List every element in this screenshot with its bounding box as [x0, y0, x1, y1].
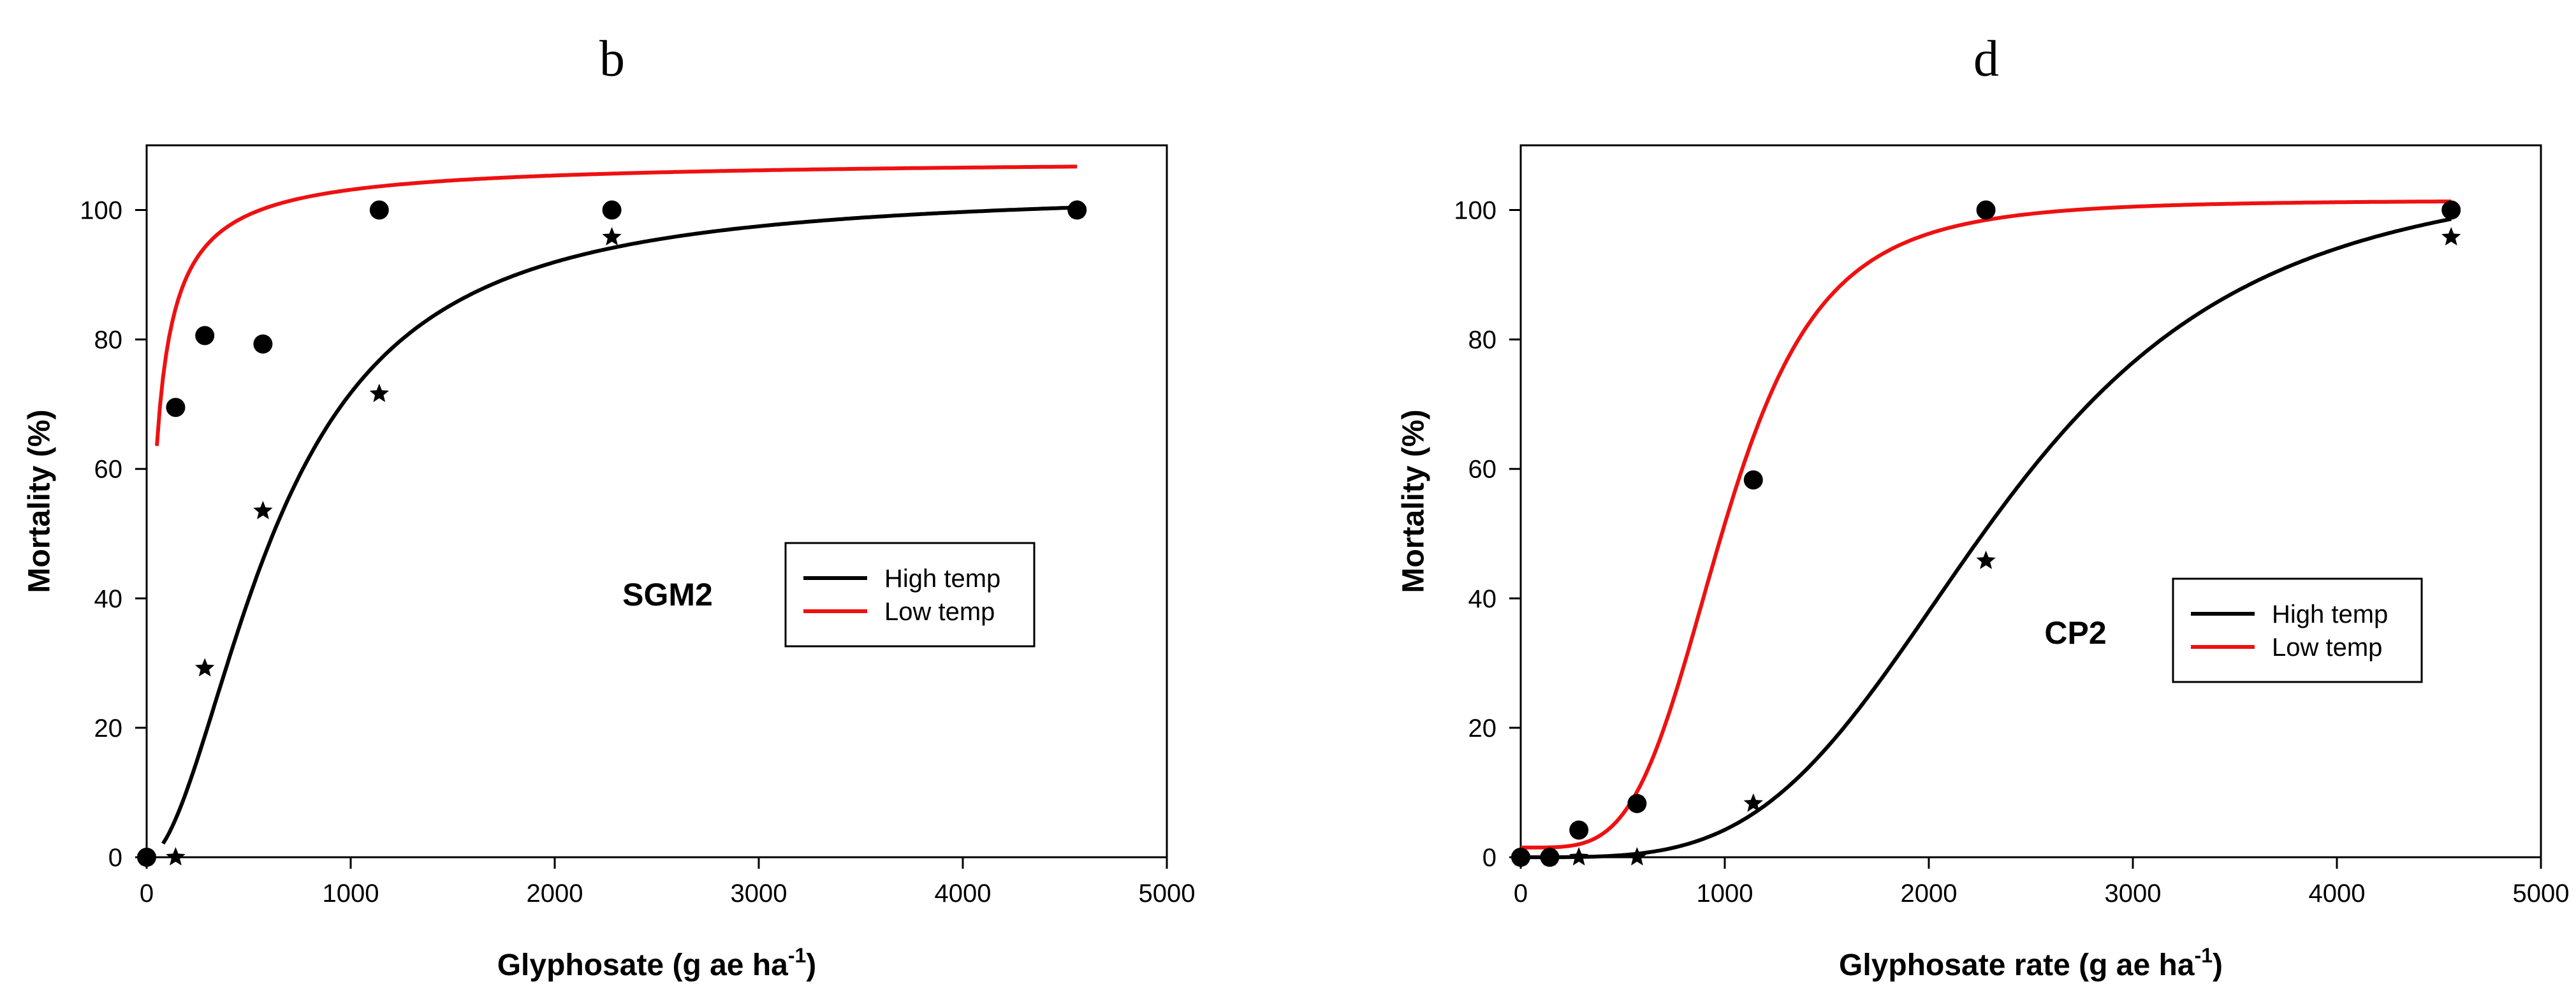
dataset-annotation: CP2 — [2044, 615, 2106, 651]
panel-label: b — [599, 31, 625, 87]
legend: High temp Low temp — [784, 542, 1036, 648]
y-tick-label: 60 — [94, 456, 123, 484]
x-tick-label: 1000 — [323, 880, 379, 908]
x-tick-label: 5000 — [1139, 880, 1196, 908]
data-point-low-temp — [195, 326, 215, 345]
data-point-low-temp — [1540, 848, 1560, 867]
x-tick-label: 0 — [1514, 880, 1528, 908]
dataset-annotation: SGM2 — [622, 577, 713, 612]
fit-curve-low-temp — [1521, 199, 2452, 850]
data-point-low-temp — [1743, 470, 1763, 489]
data-point-low-temp — [1511, 848, 1530, 867]
data-point-low-temp — [2441, 200, 2461, 220]
data-point-high-temp — [1627, 847, 1647, 866]
x-axis-title: Glyphosate rate (g ae ha-1) — [1839, 944, 2223, 982]
data-point-low-temp — [1627, 794, 1647, 813]
y-tick-label: 40 — [1468, 585, 1497, 613]
y-tick-label: 40 — [94, 585, 123, 613]
data-point-high-temp — [253, 500, 273, 519]
legend-label: High temp — [884, 565, 1000, 593]
y-tick-label: 100 — [80, 197, 122, 225]
y-tick-label: 0 — [108, 844, 122, 872]
data-point-low-temp — [1067, 200, 1087, 220]
data-point-low-temp — [1569, 820, 1589, 840]
y-axis-title: Mortality (%) — [23, 410, 57, 593]
x-axis-title: Glyphosate (g ae ha-1) — [497, 944, 817, 982]
x-tick-label: 0 — [140, 880, 154, 908]
y-tick-label: 80 — [94, 326, 123, 354]
data-point-low-temp — [1976, 200, 1996, 220]
legend: High temp Low temp — [2172, 577, 2423, 683]
y-tick-label: 0 — [1482, 844, 1497, 872]
x-tick-label: 2000 — [527, 880, 583, 908]
data-point-high-temp — [2441, 227, 2461, 246]
y-axis-title: Mortality (%) — [1397, 410, 1431, 593]
data-point-high-temp — [1743, 793, 1763, 812]
x-tick-label: 5000 — [2513, 880, 2570, 908]
data-point-high-temp — [166, 847, 186, 866]
legend-label: High temp — [2272, 600, 2388, 628]
plot-frame — [145, 144, 1168, 859]
chart-panel-d: d 0 1000 2000 3000 4000 5000 0 20 40 60 80 100 Glypho… — [1397, 31, 2570, 982]
data-point-low-temp — [253, 334, 273, 354]
data-point-low-temp — [166, 398, 186, 417]
legend-label: Low temp — [884, 598, 995, 626]
chart-panel-b: b 0 1000 2000 3000 4000 5000 0 20 40 60 80 100 Glypho… — [23, 31, 1196, 982]
legend-label: Low temp — [2272, 634, 2382, 662]
x-tick-label: 1000 — [1697, 880, 1753, 908]
data-point-high-temp — [195, 658, 215, 677]
data-point-high-temp — [369, 383, 389, 402]
data-point-high-temp — [1569, 847, 1589, 866]
legend-box — [784, 542, 1036, 648]
y-tick-label: 20 — [1468, 714, 1497, 743]
legend-box — [2172, 577, 2423, 683]
data-point-low-temp — [137, 848, 156, 867]
x-tick-label: 4000 — [2309, 880, 2366, 908]
x-tick-label: 2000 — [1901, 880, 1958, 908]
x-tick-label: 4000 — [935, 880, 992, 908]
data-point-high-temp — [1976, 550, 1996, 569]
fit-curve-high-temp — [161, 205, 1078, 845]
y-tick-label: 60 — [1468, 456, 1497, 484]
panel-label: d — [1973, 31, 1999, 87]
fit-curve-high-temp — [1521, 217, 2452, 859]
fit-curve-low-temp — [155, 164, 1078, 446]
data-point-high-temp — [602, 227, 622, 246]
data-point-low-temp — [369, 200, 389, 220]
plot-frame — [1519, 144, 2542, 859]
y-tick-label: 20 — [94, 714, 123, 743]
y-tick-label: 80 — [1468, 326, 1497, 354]
x-tick-label: 3000 — [2105, 880, 2162, 908]
data-point-low-temp — [602, 200, 622, 220]
x-tick-label: 3000 — [731, 880, 787, 908]
y-tick-label: 100 — [1454, 197, 1497, 225]
